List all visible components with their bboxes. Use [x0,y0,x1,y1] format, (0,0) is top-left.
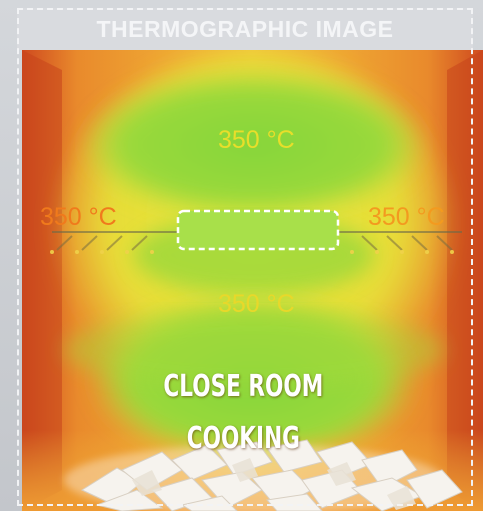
thermographic-image [22,50,483,511]
title-bar: THERMOGRAPHIC IMAGE [17,8,473,50]
temperature-label-right: 350 °C [368,203,445,231]
caption-line-2: COOKING [186,421,300,456]
temperature-label-left: 350 °C [40,203,117,231]
page-title: THERMOGRAPHIC IMAGE [96,15,394,42]
temperature-label-bottom: 350 °C [218,290,295,318]
temperature-label-top: 350 °C [218,126,295,154]
heatmap-graphic [22,50,483,511]
caption-line-1: CLOSE ROOM [163,369,324,404]
